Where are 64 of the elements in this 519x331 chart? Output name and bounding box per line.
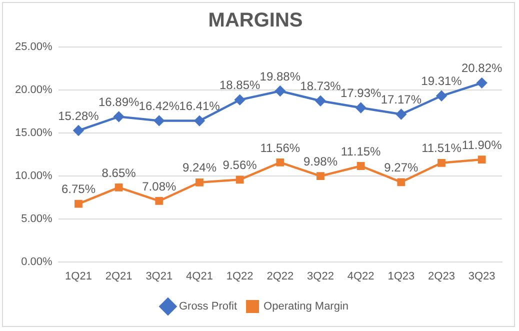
- legend-label: Gross Profit: [178, 300, 238, 313]
- point: [436, 90, 447, 102]
- data-label: 16.89%: [98, 94, 140, 109]
- point: [155, 197, 164, 205]
- data-label: 17.17%: [380, 92, 422, 107]
- point: [114, 184, 123, 192]
- data-label: 11.90%: [462, 138, 502, 152]
- data-label: 18.85%: [219, 78, 260, 92]
- x-tick-label: 1Q23: [388, 270, 415, 282]
- y-tick-label: 10.00%: [14, 170, 53, 182]
- point: [196, 178, 204, 186]
- data-label: 8.65%: [102, 166, 136, 180]
- x-tick-label: 1Q22: [226, 270, 254, 282]
- x-tick-label: 1Q21: [65, 270, 92, 282]
- chart-title: MARGINS: [208, 10, 303, 32]
- data-label: 17.93%: [340, 86, 382, 100]
- point: [73, 125, 84, 136]
- x-tick-label: 3Q21: [146, 270, 173, 282]
- point: [74, 200, 82, 208]
- point: [356, 102, 366, 113]
- y-tick-label: 20.00%: [14, 84, 53, 96]
- data-label: 7.08%: [142, 179, 176, 194]
- data-label: 15.28%: [58, 108, 100, 123]
- data-label: 9.98%: [303, 154, 338, 168]
- data-label: 16.41%: [179, 99, 220, 114]
- data-label: 9.56%: [222, 158, 258, 172]
- point: [356, 162, 365, 170]
- data-label: 6.75%: [61, 182, 96, 196]
- point: [275, 86, 286, 96]
- point: [438, 158, 446, 167]
- x-tick-label: 2Q21: [105, 270, 132, 282]
- point: [276, 158, 284, 166]
- point: [194, 116, 205, 126]
- point: [315, 96, 326, 106]
- point: [397, 178, 406, 186]
- data-label: 19.88%: [260, 69, 301, 84]
- point: [236, 176, 244, 184]
- data-label: 9.27%: [384, 160, 418, 174]
- legend-label: Operating Margin: [264, 300, 349, 313]
- data-label: 11.15%: [340, 144, 382, 158]
- data-label: 11.56%: [260, 140, 300, 155]
- data-label: 16.42%: [138, 99, 180, 114]
- point: [234, 94, 245, 105]
- point: [114, 112, 124, 122]
- data-label: 18.73%: [300, 79, 342, 94]
- x-tick-label: 3Q22: [307, 270, 334, 282]
- x-tick-label: 4Q22: [347, 270, 374, 282]
- y-tick-label: 0.00%: [21, 256, 53, 268]
- point: [154, 116, 164, 126]
- x-tick-label: 2Q22: [266, 270, 294, 282]
- data-label: 19.31%: [421, 74, 462, 88]
- point: [476, 78, 487, 88]
- point: [478, 156, 486, 164]
- x-tick-label: 2Q23: [428, 270, 455, 282]
- data-label: 11.51%: [422, 141, 462, 156]
- y-tick-label: 15.00%: [14, 126, 53, 139]
- y-tick-label: 25.00%: [14, 41, 53, 54]
- y-tick-label: 5.00%: [21, 212, 53, 225]
- x-tick-label: 4Q21: [186, 270, 213, 282]
- data-label: 20.82%: [461, 61, 503, 76]
- point: [316, 172, 324, 180]
- point: [396, 109, 406, 120]
- data-label: 9.24%: [182, 160, 217, 175]
- x-tick-label: 3Q23: [468, 270, 496, 282]
